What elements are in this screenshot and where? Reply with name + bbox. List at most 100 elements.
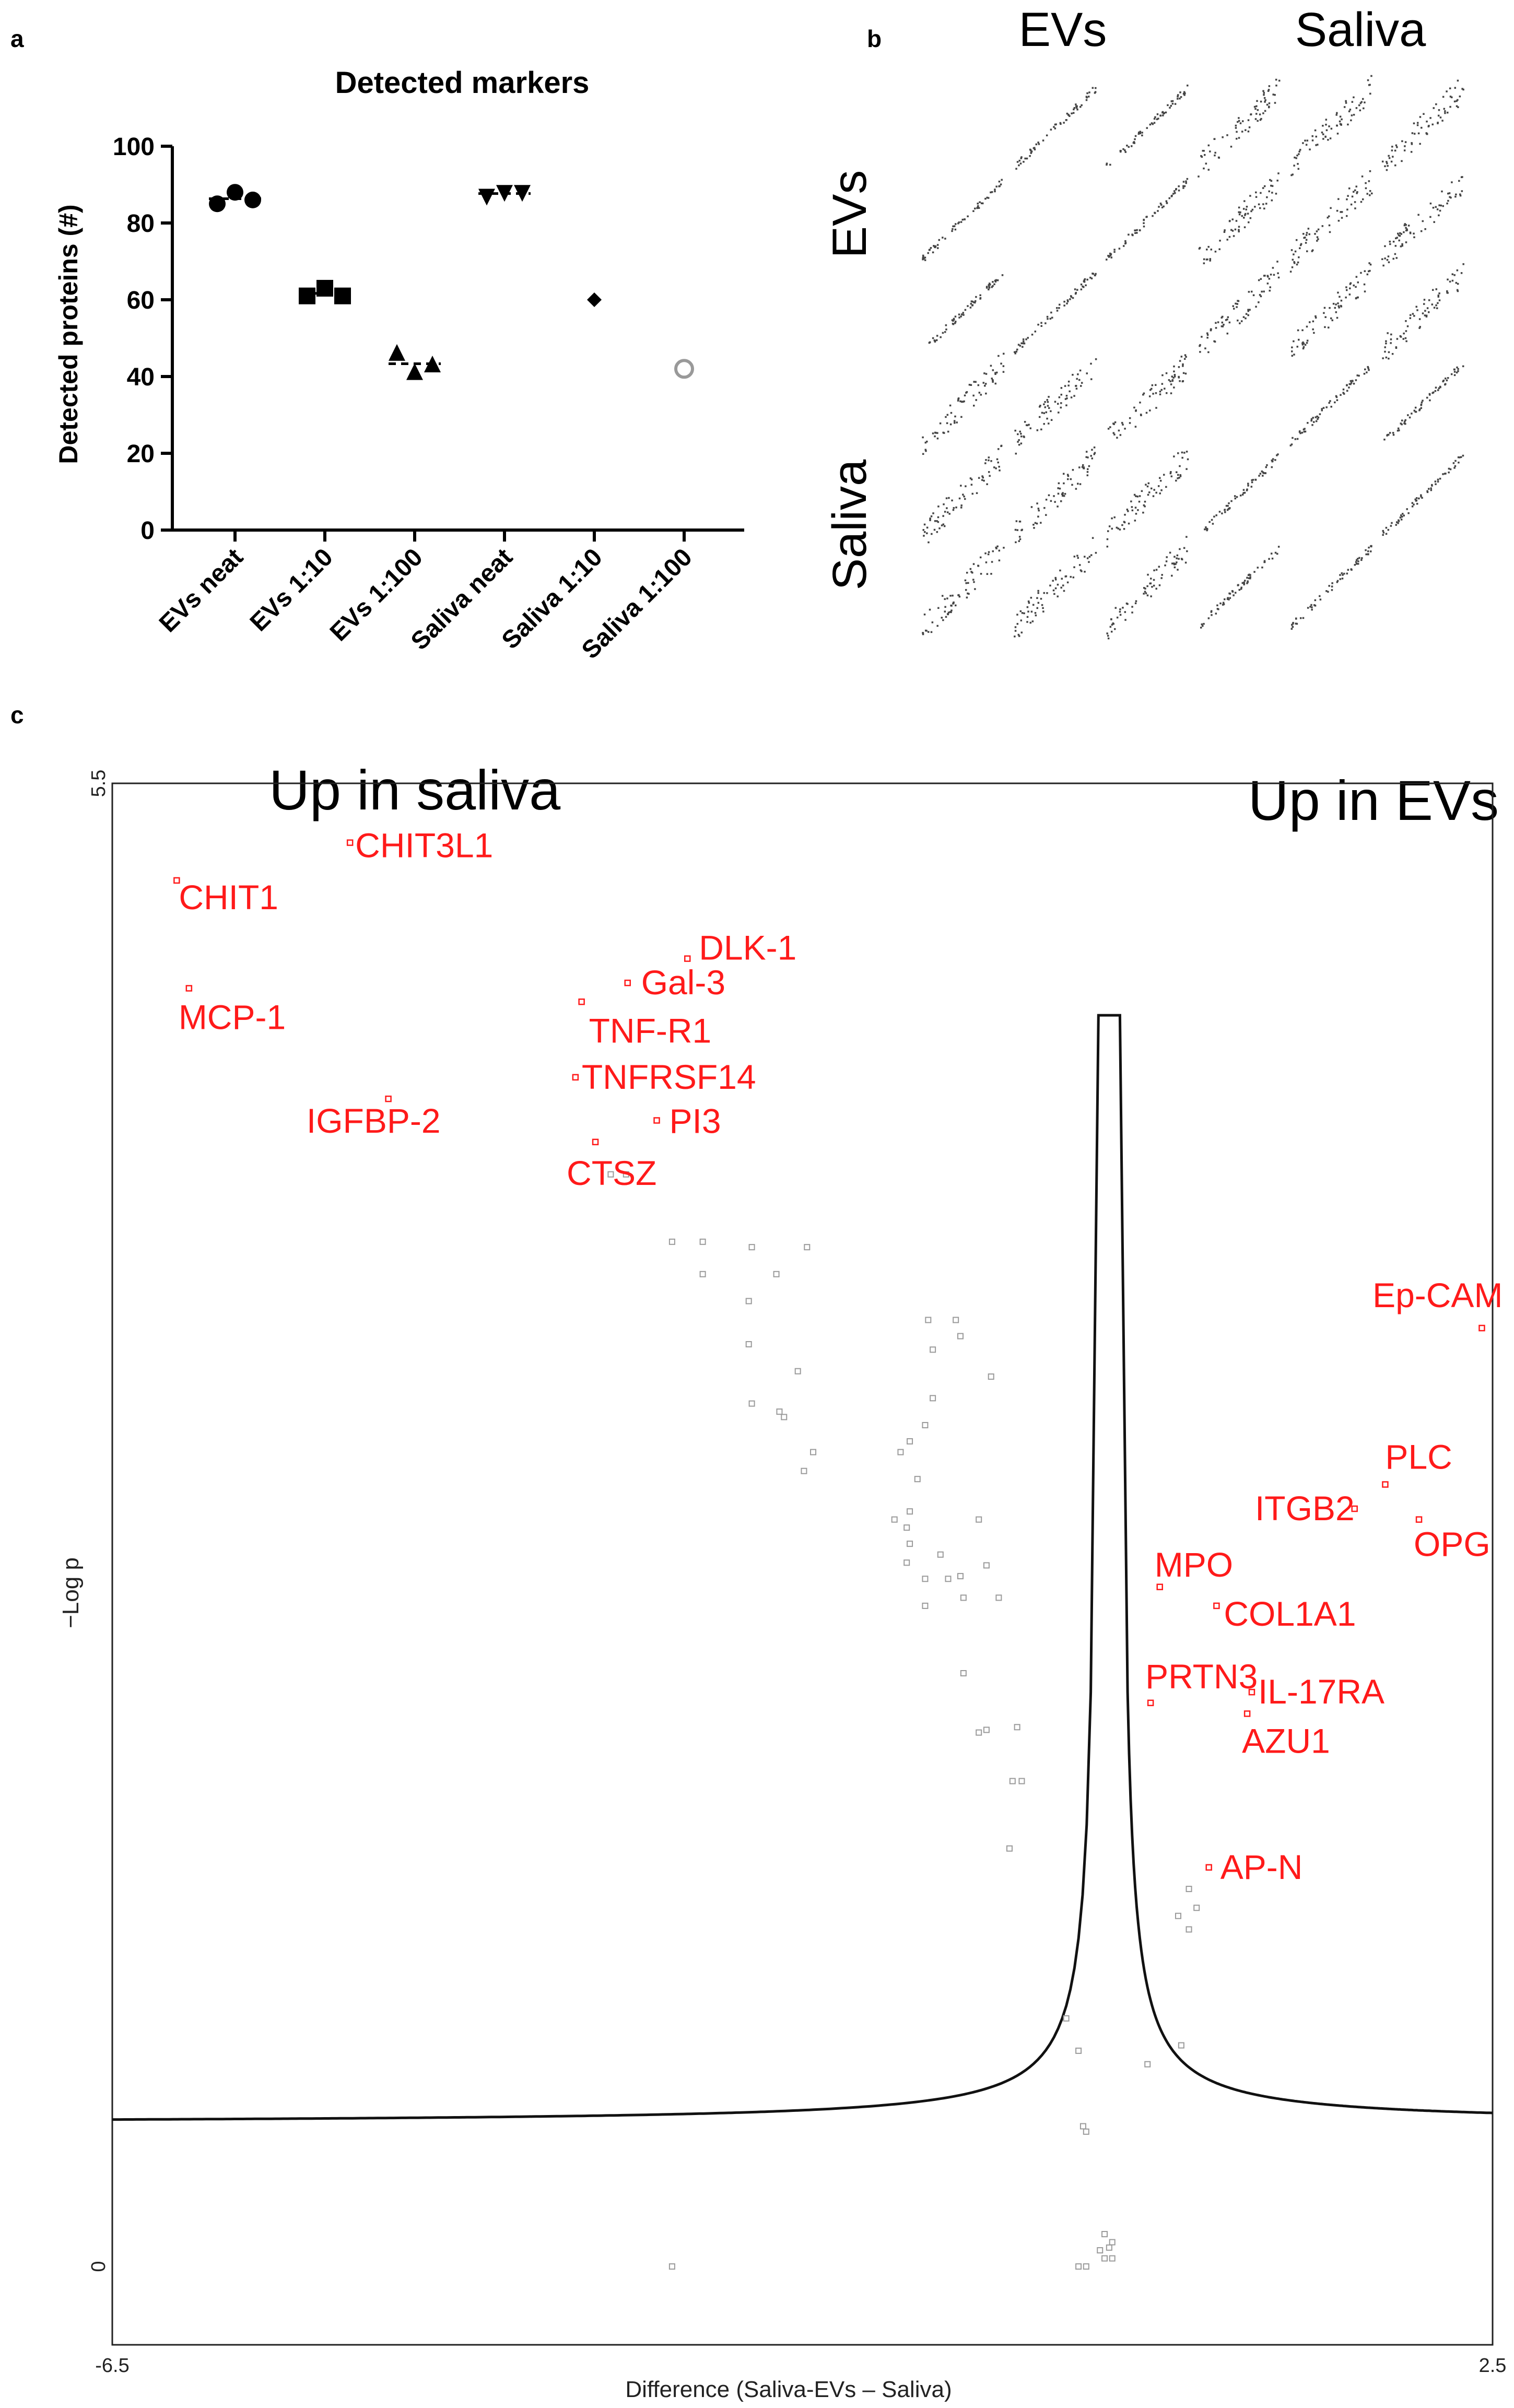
panel-b-point bbox=[1119, 528, 1121, 531]
panel-b-point bbox=[1448, 192, 1451, 194]
panel-b-point bbox=[1139, 402, 1141, 404]
panel-b-point bbox=[922, 255, 924, 258]
panel-b-point bbox=[1388, 157, 1391, 159]
panel-b-point bbox=[1030, 610, 1033, 613]
panel-b-point bbox=[1015, 350, 1018, 353]
panel-b-point bbox=[1135, 513, 1137, 515]
panel-b-point bbox=[1131, 606, 1133, 608]
panel-b-point bbox=[1066, 474, 1069, 476]
panel-b-point bbox=[1124, 611, 1126, 613]
panel-b-point bbox=[1002, 365, 1005, 367]
panel-b-point bbox=[977, 205, 979, 207]
panel-b-point bbox=[1081, 570, 1083, 572]
panel-b-point bbox=[1446, 90, 1448, 92]
panel-b-point bbox=[1342, 388, 1345, 391]
panel-b-point bbox=[1341, 118, 1343, 121]
panel-c-gray-point bbox=[748, 1400, 755, 1407]
panel-b-point bbox=[1260, 118, 1262, 120]
panel-b-point bbox=[1302, 142, 1304, 144]
panel-b-point bbox=[1460, 456, 1462, 459]
panel-b-point bbox=[1348, 187, 1351, 190]
panel-b-point bbox=[1321, 225, 1324, 227]
panel-b-point bbox=[1076, 378, 1078, 380]
panel-b-point bbox=[929, 608, 931, 611]
panel-b-point bbox=[1247, 310, 1249, 312]
panel-b-point bbox=[1259, 293, 1261, 296]
panel-b-point bbox=[1290, 624, 1293, 626]
panel-b-point bbox=[1150, 487, 1153, 490]
panel-b-point bbox=[1305, 234, 1308, 236]
panel-b-point bbox=[1399, 232, 1401, 234]
panel-b-cell bbox=[928, 274, 1004, 344]
panel-b-point bbox=[1176, 557, 1178, 559]
panel-b-point bbox=[1311, 139, 1314, 142]
panel-b-point bbox=[1309, 148, 1311, 150]
panel-b-point bbox=[1238, 589, 1241, 591]
panel-b-point bbox=[1422, 220, 1424, 222]
panel-b-point bbox=[1315, 420, 1318, 422]
panel-b-point bbox=[1224, 509, 1226, 511]
panel-b-point bbox=[1204, 347, 1206, 349]
panel-b-point bbox=[1124, 149, 1126, 151]
panel-b-point bbox=[1155, 392, 1157, 394]
panel-b-point bbox=[1170, 383, 1172, 385]
panel-b-point bbox=[1337, 219, 1340, 222]
panel-c-x-tick-label: -6.5 bbox=[95, 2355, 129, 2377]
panel-b-point bbox=[1254, 206, 1256, 208]
panel-b-point bbox=[1335, 114, 1337, 116]
panel-b-point bbox=[1183, 358, 1186, 360]
panel-c-gray-point bbox=[1109, 2255, 1116, 2262]
panel-b-point bbox=[934, 432, 937, 434]
panel-b-point bbox=[1228, 598, 1230, 601]
panel-b-point bbox=[1145, 412, 1148, 414]
panel-b-point bbox=[1368, 546, 1370, 549]
panel-b-point bbox=[1266, 103, 1269, 106]
panel-b-point bbox=[1241, 215, 1243, 217]
panel-b-point bbox=[993, 466, 995, 468]
panel-b-point bbox=[1016, 348, 1018, 351]
panel-b-point bbox=[1403, 514, 1405, 516]
panel-b-point bbox=[1064, 385, 1066, 387]
panel-b-point bbox=[1160, 204, 1163, 206]
panel-b-point bbox=[1298, 431, 1301, 433]
panel-b-point bbox=[1261, 566, 1263, 569]
panel-b-point bbox=[1177, 94, 1179, 96]
panel-b-point bbox=[1026, 424, 1029, 427]
panel-b-point bbox=[1150, 595, 1152, 597]
panel-b-point bbox=[1446, 291, 1448, 294]
panel-b-point bbox=[1269, 179, 1271, 181]
panel-b-point bbox=[1365, 187, 1367, 190]
panel-b-point bbox=[1027, 337, 1029, 339]
panel-c-gray-point bbox=[922, 1422, 929, 1428]
panel-c-point-label: Gal-3 bbox=[641, 963, 725, 1002]
panel-b-point bbox=[1336, 316, 1339, 319]
panel-b-point bbox=[994, 373, 996, 375]
panel-b-point bbox=[1356, 374, 1358, 377]
panel-b-point bbox=[936, 335, 938, 337]
panel-b-point bbox=[1128, 522, 1130, 525]
panel-b-point bbox=[950, 609, 953, 612]
panel-b-point bbox=[1075, 488, 1077, 490]
panel-b-point bbox=[1155, 569, 1158, 571]
panel-b-point bbox=[1339, 574, 1341, 576]
panel-b-point bbox=[952, 228, 954, 230]
panel-b-point bbox=[1276, 179, 1278, 182]
panel-b-point bbox=[1094, 92, 1096, 94]
panel-b-point bbox=[1218, 511, 1221, 513]
panel-b-point bbox=[1451, 273, 1454, 275]
panel-b-point bbox=[1054, 127, 1057, 130]
panel-b-point bbox=[1270, 184, 1272, 187]
panel-b-point bbox=[1328, 224, 1331, 227]
panel-b-point bbox=[1353, 382, 1355, 385]
panel-b-point bbox=[985, 287, 988, 289]
panel-b-point bbox=[1210, 611, 1213, 613]
panel-b-point bbox=[1121, 421, 1123, 424]
panel-b-point bbox=[1226, 509, 1229, 511]
panel-b-point bbox=[1036, 502, 1038, 504]
panel-b-point bbox=[1199, 345, 1201, 347]
panel-b-point bbox=[1368, 262, 1370, 264]
panel-a-title: Detected markers bbox=[335, 66, 590, 100]
panel-b-point bbox=[1014, 351, 1016, 353]
panel-b-point bbox=[997, 448, 1000, 450]
panel-b-point bbox=[1454, 87, 1457, 89]
